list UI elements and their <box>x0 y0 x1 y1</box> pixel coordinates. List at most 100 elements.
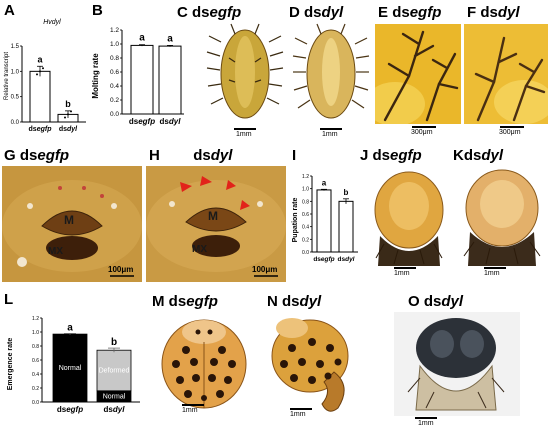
chart-A-data-point <box>70 110 72 113</box>
photo-M-adult-egfp <box>150 312 258 412</box>
chart-I-bar <box>338 200 354 253</box>
chart-L-ytick-label: 0.0 <box>32 400 39 406</box>
photo-M-scale: 1mm <box>182 407 198 414</box>
chart-L-ytick-label: 0.8 <box>32 344 39 350</box>
photo-H-mouthparts-dyl: M MX 100μm <box>146 166 286 282</box>
panel-L-label: L <box>4 291 14 308</box>
chart-B-bar <box>130 44 154 115</box>
photo-D-scale: 1mm <box>322 131 338 138</box>
chart-L-segment-label: Normal <box>59 365 82 372</box>
chart-B-ytick-label: 0.4 <box>110 83 119 90</box>
chart-A-ytick-label: 0.0 <box>11 120 20 126</box>
chart-L-category-label: dsdyl <box>104 405 126 414</box>
chart-B-ytick-label: 0.8 <box>110 55 119 62</box>
chart-L-bar-deformed <box>96 349 132 392</box>
photo-C-larva-egfp <box>205 22 285 126</box>
chart-B: Molting rate 0.0 0.2 0.4 0.6 0.8 1.0 1.2 a dsegf… <box>91 27 184 126</box>
chart-B-ytick-label: 1.0 <box>110 41 119 48</box>
chart-A-bar <box>29 70 51 123</box>
chart-L-segment-label: Deformed <box>99 368 130 375</box>
chart-A-data-point <box>67 113 69 116</box>
photo-G-mx-label: MX <box>48 246 63 257</box>
chart-I-ytick-label: 0.6 <box>302 212 309 218</box>
photo-C-scale: 1mm <box>236 131 252 138</box>
panel-D-label: D dsdyl <box>289 4 344 21</box>
chart-B-ylabel: Molting rate <box>91 53 100 99</box>
failed-adult-dyl-illustration <box>394 312 520 416</box>
larva-dyl-illustration <box>292 23 370 119</box>
chart-A: Hvdyl Relative transcript 0.0 0.5 1.0 1.5 a d… <box>4 19 86 133</box>
photo-E-scale: 300μm <box>411 129 433 136</box>
chart-B-category-label: dsdyl <box>160 117 182 126</box>
chart-I-ytick-label: 1.0 <box>302 187 309 193</box>
pupa-dyl-illustration <box>463 169 541 266</box>
chart-A-category-label: dsdyl <box>59 126 78 133</box>
panel-H-label: H dsdyl <box>149 147 233 164</box>
chart-I-category-label: dsegfp <box>313 256 334 263</box>
chart-L-ytick-label: 0.2 <box>32 386 39 392</box>
panel-E-label: E dsegfp <box>378 4 442 21</box>
chart-L-ytick-label: 0.6 <box>32 358 39 364</box>
chart-I-sig-letter: a <box>322 178 327 187</box>
mouthparts-dyl-illustration: M MX 100μm <box>146 166 286 282</box>
red-arrow-2 <box>200 176 212 186</box>
panel-G-label: G dsegfp <box>4 147 70 164</box>
photo-J-pupa-egfp <box>368 166 450 266</box>
photo-N-adult-dyl <box>262 312 366 418</box>
chart-I-sig-letter: b <box>344 188 349 197</box>
panel-J-label: J dsegfp <box>360 147 422 164</box>
photo-H-scale: 100μm <box>252 265 277 274</box>
chart-L-ytick-label: 0.4 <box>32 372 39 378</box>
panel-C-label: C dsegfp <box>177 4 242 21</box>
chart-A-sig-letter: b <box>65 99 71 109</box>
chart-L-segment-label: Normal <box>103 393 126 400</box>
chart-I-ylabel: Pupation rate <box>292 198 299 243</box>
chart-A-data-point <box>39 70 41 73</box>
chart-I-ytick-label: 0.2 <box>302 237 309 243</box>
chart-B-sig-letter: a <box>139 33 145 44</box>
chart-B-ytick-label: 0.0 <box>110 111 119 118</box>
chart-A-ytick-label: 1.0 <box>11 69 20 75</box>
panel-K-label: Kdsdyl <box>453 147 504 164</box>
chart-B-bar <box>158 45 182 115</box>
chart-A-data-point <box>64 116 66 119</box>
photo-G-mouthparts-egfp: M MX 100μm <box>2 166 142 282</box>
chart-A-sig-letter: a <box>37 54 43 64</box>
red-arrow-1 <box>180 182 192 192</box>
chart-A-data-point <box>42 67 44 70</box>
chart-L-sig-letter: b <box>111 337 117 348</box>
adult-dyl-illustration <box>271 318 349 412</box>
chart-A-ylabel: Relative transcript <box>4 52 10 100</box>
photo-F-scale: 300μm <box>499 129 521 136</box>
photo-F-spines-dyl <box>464 24 548 124</box>
chart-L: Emergence rate 0.0 0.2 0.4 0.6 0.8 1.0 1.2 Norm… <box>7 316 140 414</box>
photo-H-m-label: M <box>208 209 218 223</box>
chart-B-sig-letter: a <box>167 33 173 44</box>
red-arrow-3 <box>226 180 236 190</box>
chart-A-ytick-label: 1.5 <box>11 44 20 50</box>
photo-K-scale: 1mm <box>484 270 500 277</box>
chart-I: Pupation rate 0.0 0.2 0.4 0.6 0.8 1.0 1.2 a dseg… <box>292 174 358 263</box>
larva-egfp-illustration <box>206 23 284 119</box>
photo-O-adult-dyl <box>384 312 530 416</box>
photo-G-m-label: M <box>64 213 74 227</box>
chart-L-ytick-label: 1.0 <box>32 330 39 336</box>
chart-L-sig-letter: a <box>67 322 73 333</box>
photo-G-scale: 100μm <box>108 265 133 274</box>
chart-B-ytick-label: 0.6 <box>110 69 119 76</box>
chart-A-title: Hvdyl <box>43 19 61 26</box>
spines-egfp-illustration <box>375 24 461 124</box>
panel-O-label: O dsdyl <box>408 293 464 310</box>
photo-H-mx-label: MX <box>192 244 207 255</box>
photo-E-spines-egfp <box>375 24 461 124</box>
chart-B-ytick-label: 1.2 <box>110 27 119 34</box>
mouthparts-egfp-illustration: M MX 100μm <box>2 166 142 282</box>
red-arrow-4 <box>240 200 250 210</box>
panel-N-label: N dsdyl <box>267 293 322 310</box>
chart-B-category-label: dsegfp <box>129 117 155 126</box>
chart-I-ytick-label: 0.0 <box>302 250 309 256</box>
panel-A-label: A <box>4 2 15 19</box>
chart-A-ytick-label: 0.5 <box>11 95 20 101</box>
photo-K-pupa-dyl <box>456 166 548 266</box>
chart-L-ytick-label: 1.2 <box>32 316 39 322</box>
